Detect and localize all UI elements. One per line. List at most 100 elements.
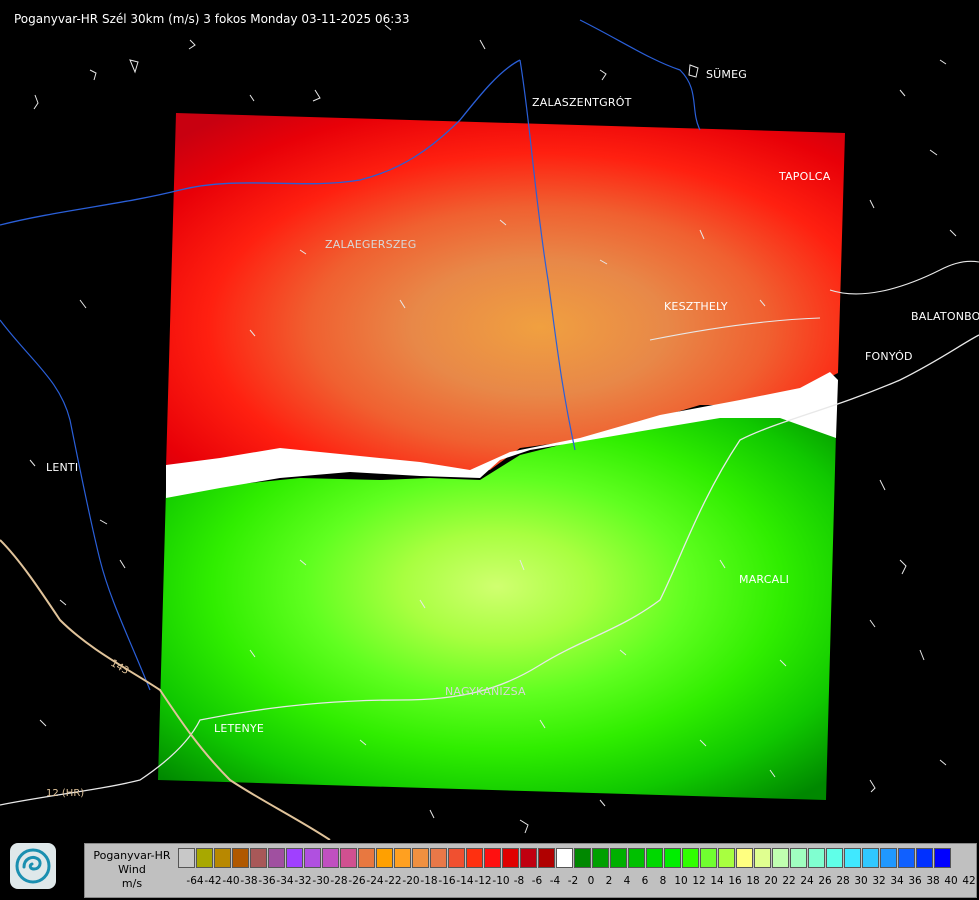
legend-swatch bbox=[484, 848, 501, 868]
city-label-letenye: LETENYE bbox=[214, 722, 265, 735]
legend-swatch bbox=[916, 848, 933, 868]
legend-swatch bbox=[520, 848, 537, 868]
legend-swatch bbox=[700, 848, 717, 868]
legend-swatch bbox=[862, 848, 879, 868]
legend-swatch bbox=[592, 848, 609, 868]
legend-swatch bbox=[664, 848, 681, 868]
legend-swatch bbox=[736, 848, 753, 868]
legend-swatch bbox=[844, 848, 861, 868]
legend-tick-label: -24 bbox=[366, 875, 384, 887]
legend-tick-label: 16 bbox=[728, 875, 742, 887]
legend-tick-label: -42 bbox=[204, 875, 222, 887]
city-label-sumeg: SÜMEG bbox=[706, 68, 747, 81]
map-title: Poganyvar-HR Szél 30km (m/s) 3 fokos Mon… bbox=[14, 12, 410, 26]
legend-swatch bbox=[178, 848, 195, 868]
legend-swatch bbox=[718, 848, 735, 868]
legend-tick-label: -28 bbox=[330, 875, 348, 887]
legend-tick-label: 6 bbox=[641, 875, 649, 887]
legend-swatch bbox=[394, 848, 411, 868]
road bbox=[0, 334, 979, 806]
legend-swatch bbox=[430, 848, 447, 868]
city-label-lenti: LENTI bbox=[46, 461, 79, 474]
legend-tick-label: -16 bbox=[438, 875, 456, 887]
legend-swatch bbox=[286, 848, 303, 868]
road bbox=[829, 260, 979, 295]
legend-swatch bbox=[934, 848, 951, 868]
legend-swatch bbox=[628, 848, 645, 868]
legend-swatch bbox=[808, 848, 825, 868]
legend-tick-label: -10 bbox=[492, 875, 510, 887]
road bbox=[649, 317, 821, 341]
river bbox=[0, 319, 151, 691]
legend-tick-label: 30 bbox=[854, 875, 868, 887]
road bbox=[0, 539, 331, 840]
legend-tick-label: -12 bbox=[474, 875, 492, 887]
legend-tick-label: -34 bbox=[276, 875, 294, 887]
legend-swatch bbox=[610, 848, 627, 868]
legend-tick-label: 12 bbox=[692, 875, 706, 887]
legend-tick-label: -18 bbox=[420, 875, 438, 887]
color-legend: Poganyvar-HR Wind m/s -64 -42 -40 -38 -36 -34… bbox=[84, 843, 977, 898]
city-label-tapolca: TAPOLCA bbox=[779, 170, 831, 183]
legend-tick-label: -64 bbox=[186, 875, 204, 887]
city-label-zalaszentgrot: ZALASZENTGRÓT bbox=[532, 96, 632, 109]
city-label-marcali: MARCALI bbox=[739, 573, 790, 586]
river bbox=[519, 59, 576, 451]
settlement-outlines bbox=[29, 24, 957, 834]
legend-swatch bbox=[412, 848, 429, 868]
legend-swatch bbox=[232, 848, 249, 868]
radar-logo-icon bbox=[10, 843, 56, 889]
legend-swatch bbox=[466, 848, 483, 868]
legend-tick-label: -14 bbox=[456, 875, 474, 887]
legend-tick-label: -20 bbox=[402, 875, 420, 887]
legend-swatches bbox=[178, 848, 952, 868]
legend-tick-label: 20 bbox=[764, 875, 778, 887]
legend-tick-label: 2 bbox=[605, 875, 613, 887]
legend-swatch bbox=[268, 848, 285, 868]
legend-tick-label: 0 bbox=[587, 875, 595, 887]
legend-tick-label: -4 bbox=[549, 875, 561, 887]
city-label-fonyod: FONYÓD bbox=[865, 350, 913, 363]
legend-swatch bbox=[322, 848, 339, 868]
legend-swatch bbox=[214, 848, 231, 868]
radar-zero-band bbox=[166, 372, 838, 498]
legend-tick-label: 32 bbox=[872, 875, 886, 887]
radar-negative-area bbox=[166, 113, 845, 470]
legend-swatch bbox=[772, 848, 789, 868]
legend-label: Poganyvar-HR Wind m/s bbox=[85, 844, 179, 897]
legend-tick-label: 40 bbox=[944, 875, 958, 887]
legend-tick-label: 38 bbox=[926, 875, 940, 887]
legend-tick-label: 14 bbox=[710, 875, 724, 887]
legend-tick-label: 34 bbox=[890, 875, 904, 887]
legend-tick-label: 42 bbox=[962, 875, 976, 887]
legend-product: Wind bbox=[118, 863, 146, 876]
legend-tick-label: 10 bbox=[674, 875, 688, 887]
legend-tick-label: -2 bbox=[567, 875, 579, 887]
river bbox=[579, 19, 701, 131]
legend-tick-label: -30 bbox=[312, 875, 330, 887]
legend-swatch bbox=[790, 848, 807, 868]
legend-tick-label: 22 bbox=[782, 875, 796, 887]
legend-tick-label: 18 bbox=[746, 875, 760, 887]
legend-tick-label: 4 bbox=[623, 875, 631, 887]
radar-map bbox=[0, 19, 979, 840]
legend-tick-label: 8 bbox=[659, 875, 667, 887]
city-label-nagykanizsa: NAGYKANIZSA bbox=[445, 685, 526, 698]
road-label-12: 12 (HR) bbox=[46, 788, 85, 799]
city-label-balatonbo: BALATONBO bbox=[911, 310, 979, 323]
legend-tick-label: -8 bbox=[513, 875, 525, 887]
legend-swatch bbox=[754, 848, 771, 868]
legend-swatch bbox=[574, 848, 591, 868]
city-label-zalaegerszeg: ZALAEGERSZEG bbox=[325, 238, 417, 251]
legend-swatch bbox=[556, 848, 573, 868]
legend-source: Poganyvar-HR bbox=[93, 849, 171, 862]
legend-tick-label: 36 bbox=[908, 875, 922, 887]
legend-swatch bbox=[196, 848, 213, 868]
legend-tick-label: -6 bbox=[531, 875, 543, 887]
legend-swatch bbox=[538, 848, 555, 868]
legend-tick-label: -26 bbox=[348, 875, 366, 887]
legend-tick-label: 28 bbox=[836, 875, 850, 887]
legend-swatch bbox=[340, 848, 357, 868]
legend-swatch bbox=[646, 848, 663, 868]
legend-swatch bbox=[358, 848, 375, 868]
